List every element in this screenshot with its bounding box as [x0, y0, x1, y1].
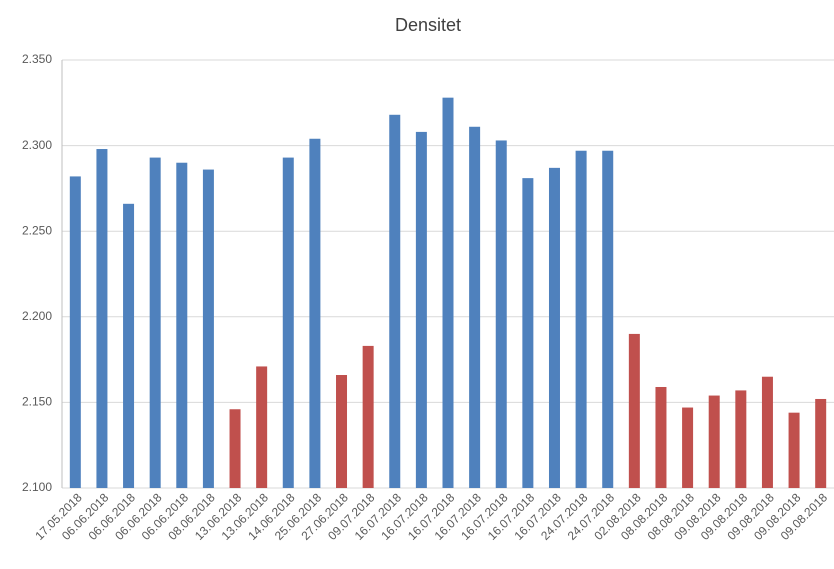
- bar: [735, 390, 747, 488]
- bar: [708, 395, 720, 488]
- bar: [69, 176, 81, 488]
- bar: [202, 169, 214, 488]
- bar: [282, 157, 294, 489]
- bar: [761, 376, 773, 488]
- y-tick-label: 2.350: [22, 52, 52, 66]
- chart-title: Densitet: [395, 15, 461, 35]
- y-tick-label: 2.100: [22, 480, 52, 494]
- bar: [176, 162, 188, 488]
- bar: [522, 178, 534, 489]
- bar: [309, 138, 321, 488]
- bar: [123, 203, 135, 489]
- bar: [548, 167, 560, 488]
- y-tick-label: 2.200: [22, 309, 52, 323]
- y-tick-label: 2.250: [22, 223, 52, 237]
- bar: [415, 131, 427, 489]
- bar: [655, 386, 667, 488]
- bar: [682, 407, 694, 488]
- bar: [362, 345, 374, 488]
- y-tick-label: 2.150: [22, 395, 52, 409]
- y-tick-label: 2.300: [22, 138, 52, 152]
- bar: [469, 126, 481, 488]
- bar: [149, 157, 161, 489]
- bar: [628, 333, 640, 488]
- bar: [96, 149, 108, 489]
- bar: [575, 150, 587, 488]
- bar: [815, 398, 827, 488]
- bar: [336, 375, 348, 488]
- bar: [389, 114, 401, 488]
- bar: [788, 412, 800, 488]
- bar: [495, 140, 507, 489]
- bar: [256, 366, 268, 488]
- bar: [229, 409, 241, 488]
- bar: [602, 150, 614, 488]
- bar: [442, 97, 454, 488]
